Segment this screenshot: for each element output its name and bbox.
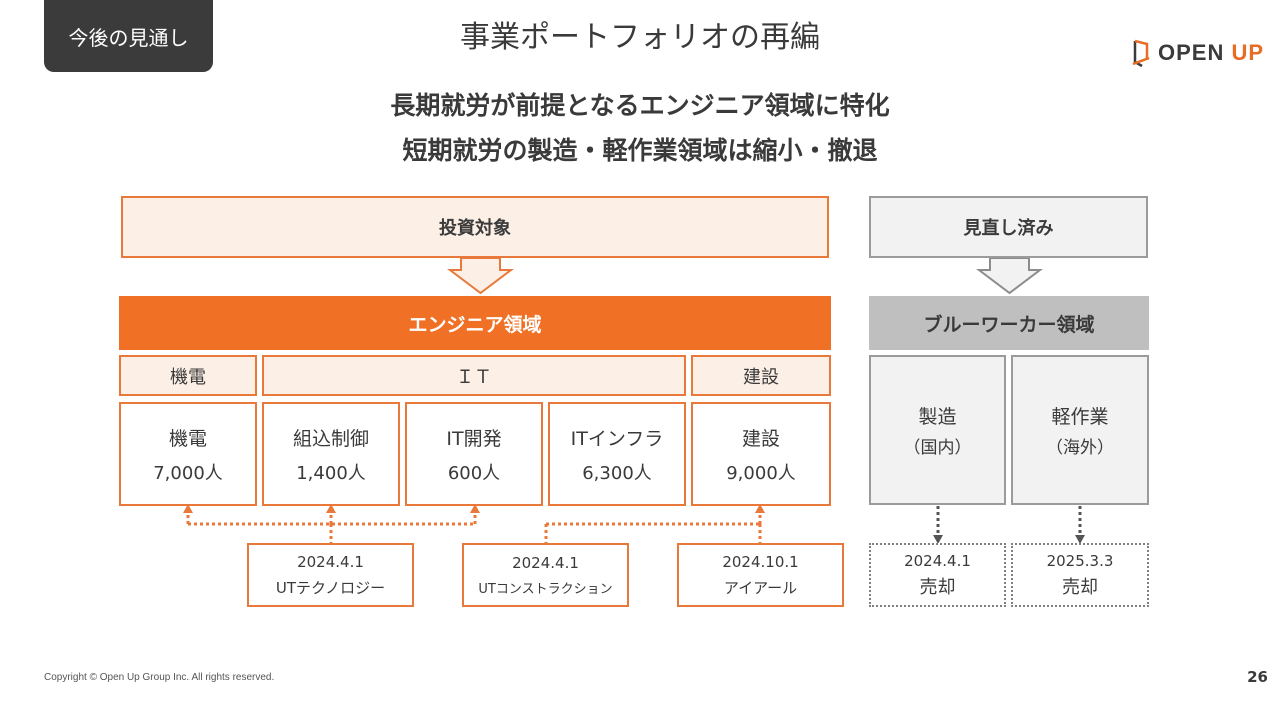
- divestment-box: 2025.3.3 売却: [1011, 543, 1149, 607]
- divest-action: 売却: [919, 576, 956, 598]
- segment-name: 建設: [741, 427, 780, 450]
- segment-count: 6,300人: [582, 462, 652, 484]
- segment-card: 建設 9,000人: [691, 402, 831, 506]
- logo-mark-icon: [1132, 39, 1150, 68]
- bluecollar-segment: 製造 （国内）: [869, 355, 1006, 505]
- headline-line-2: 短期就労の製造・軽作業領域は縮小・撤退: [402, 136, 878, 165]
- engineer-domain-bar: エンジニア領域: [119, 296, 831, 350]
- segment-count: 9,000人: [726, 462, 796, 484]
- section-tag: 今後の見通し: [44, 0, 213, 72]
- category-kensetsu: 建設: [691, 355, 831, 396]
- deal-date: 2024.4.1: [512, 553, 579, 572]
- segment-name: 機電: [168, 427, 207, 450]
- arrowhead-icon: [326, 504, 336, 513]
- bracket-arrowheads-left: [183, 504, 480, 513]
- investment-header: 投資対象: [121, 196, 829, 258]
- bluecollar-segment: 軽作業 （海外）: [1011, 355, 1149, 505]
- category-it: ＩＴ: [262, 355, 686, 396]
- copyright: Copyright © Open Up Group Inc. All right…: [44, 672, 275, 683]
- page-number: 26: [1247, 668, 1268, 686]
- arrowhead-icon: [1075, 535, 1085, 544]
- section-tag-label: 今後の見通し: [68, 25, 189, 50]
- segment-sub: （海外）: [1046, 438, 1114, 458]
- deal-box: 2024.4.1 UTテクノロジー: [247, 543, 414, 607]
- logo-wordmark: OPEN UP: [1158, 40, 1264, 66]
- deal-company: UTテクノロジー: [275, 578, 386, 597]
- segment-count: 600人: [447, 462, 501, 484]
- dotted-bracket-left: [186, 512, 477, 543]
- down-arrow-icon: [976, 257, 1043, 295]
- arrowhead-icon: [470, 504, 480, 513]
- deal-company: アイアール: [723, 578, 798, 597]
- divest-date: 2024.4.1: [904, 551, 971, 570]
- divestment-box: 2024.4.1 売却: [869, 543, 1006, 607]
- segment-name: 組込制御: [292, 427, 369, 450]
- segment-count: 7,000人: [153, 462, 223, 484]
- slide-title: 事業ポートフォリオの再編: [460, 20, 820, 55]
- logo-text-accent: UP: [1231, 40, 1265, 65]
- segment-sub: （国内）: [903, 438, 972, 458]
- divest-action: 売却: [1062, 576, 1098, 598]
- reviewed-header: 見直し済み: [869, 196, 1148, 258]
- segment-name: 製造: [918, 406, 957, 428]
- down-arrow-icon: [447, 257, 514, 295]
- bracket-arrowheads-right: [755, 504, 765, 513]
- segment-name: 軽作業: [1051, 406, 1109, 428]
- bluecollar-domain-bar: ブルーワーカー領域: [869, 296, 1149, 350]
- segment-card: 組込制御 1,400人: [262, 402, 400, 506]
- segment-name: ITインフラ: [570, 427, 664, 450]
- arrowhead-icon: [755, 504, 765, 513]
- segment-card: ITインフラ 6,300人: [548, 402, 686, 506]
- segment-card: 機電 7,000人: [119, 402, 257, 506]
- deal-box: 2024.4.1 UTコンストラクション: [462, 543, 629, 607]
- deal-date: 2024.4.1: [297, 552, 364, 571]
- headline-line-1: 長期就労が前提となるエンジニア領域に特化: [390, 91, 890, 120]
- divest-date: 2025.3.3: [1046, 551, 1114, 570]
- company-logo: OPEN UP: [1132, 36, 1264, 70]
- deal-company: UTコンストラクション: [478, 581, 613, 597]
- segment-count: 1,400人: [296, 462, 366, 484]
- segment-name: IT開発: [446, 427, 502, 450]
- deal-box: 2024.10.1 アイアール: [677, 543, 844, 607]
- logo-text-main: OPEN: [1158, 40, 1232, 65]
- deal-date: 2024.10.1: [722, 552, 799, 571]
- arrowhead-icon: [933, 535, 943, 544]
- dotted-bracket-right: [544, 512, 762, 543]
- category-kiden: 機電: [119, 355, 257, 396]
- segment-card: IT開発 600人: [405, 402, 543, 506]
- gray-dotted-connectors: [936, 506, 1082, 534]
- arrowhead-icon: [183, 504, 193, 513]
